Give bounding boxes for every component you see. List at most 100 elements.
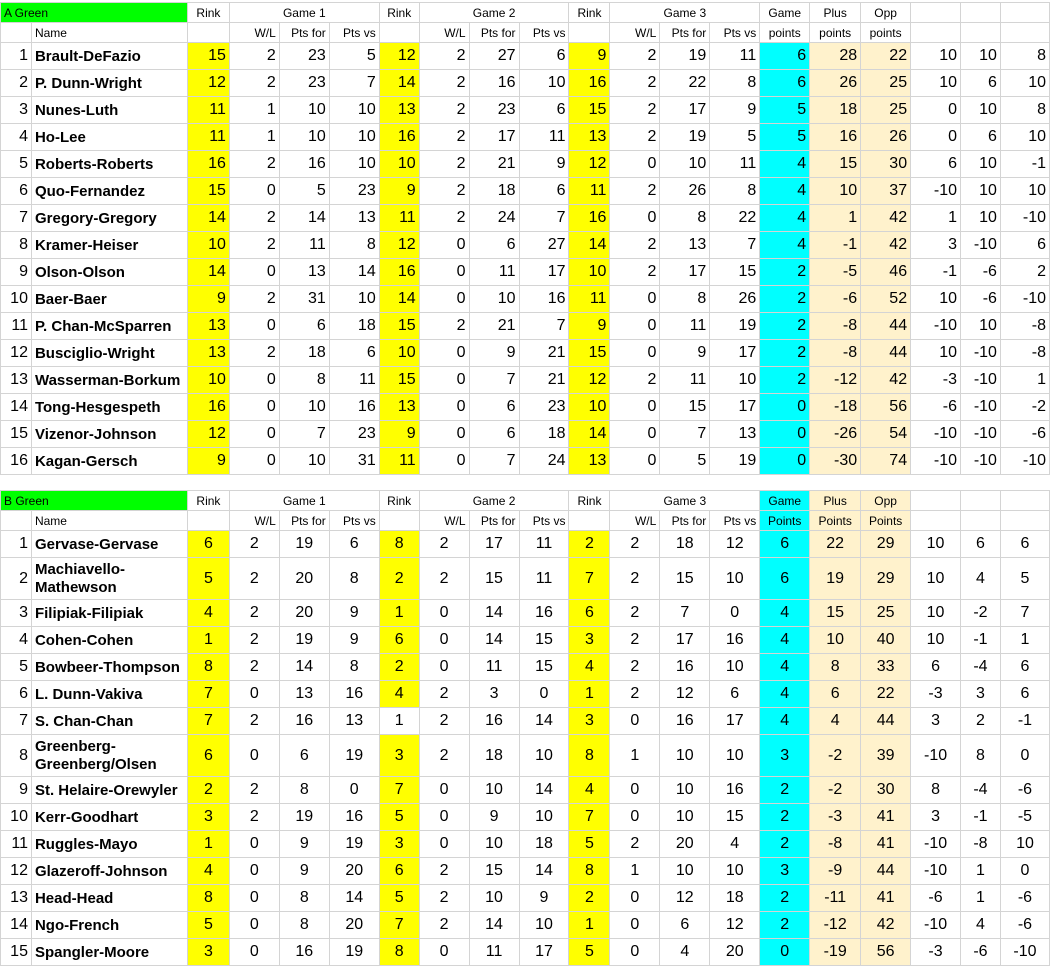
table-cell[interactable]: 2	[418, 884, 470, 912]
table-cell[interactable]: 0	[228, 420, 280, 448]
table-cell[interactable]: 6	[960, 530, 1001, 558]
row-number[interactable]: 15	[0, 420, 32, 448]
table-cell[interactable]: 16	[186, 393, 230, 421]
row-number[interactable]: 6	[0, 680, 32, 708]
table-cell[interactable]: 19	[278, 626, 330, 654]
team-name[interactable]: P. Chan-McSparren	[30, 312, 188, 340]
row-number[interactable]: 12	[0, 857, 32, 885]
table-cell[interactable]: 14	[378, 69, 420, 97]
table-cell[interactable]: 1	[960, 857, 1001, 885]
row-number[interactable]: 13	[0, 884, 32, 912]
table-cell[interactable]: 11	[328, 366, 380, 394]
table-cell[interactable]: -10	[910, 734, 961, 777]
team-name[interactable]: Bowbeer-Thompson	[30, 653, 188, 681]
table-cell[interactable]: 27	[518, 231, 570, 259]
table-cell[interactable]: 2	[609, 626, 661, 654]
team-name[interactable]: Olson-Olson	[30, 258, 188, 286]
table-cell[interactable]: 74	[860, 447, 912, 475]
table-cell[interactable]: -2	[960, 599, 1001, 627]
table-cell[interactable]: 0	[228, 911, 280, 939]
header-rink[interactable]: Rink	[378, 2, 420, 23]
table-cell[interactable]: 7	[186, 680, 230, 708]
table-cell[interactable]: 15	[568, 96, 611, 124]
team-name[interactable]: Ho-Lee	[30, 123, 188, 151]
header-game[interactable]: Game	[759, 2, 811, 23]
table-cell[interactable]: 0	[418, 447, 470, 475]
row-number[interactable]: 2	[0, 557, 32, 600]
table-cell[interactable]: 16	[328, 393, 380, 421]
table-cell[interactable]: 22	[860, 680, 912, 708]
table-cell[interactable]: 15	[518, 653, 570, 681]
table-cell[interactable]: 46	[860, 258, 912, 286]
table-cell[interactable]: -10	[910, 857, 961, 885]
table-cell[interactable]: 10	[328, 150, 380, 178]
table-cell[interactable]: 4	[759, 707, 811, 735]
table-cell[interactable]: 10	[910, 42, 961, 70]
header-subcol[interactable]: Pts vs	[709, 510, 761, 531]
table-cell[interactable]: 8	[709, 177, 761, 205]
table-cell[interactable]: 44	[860, 857, 912, 885]
table-cell[interactable]: 23	[468, 96, 520, 124]
header-game[interactable]: Game	[759, 490, 811, 511]
table-cell[interactable]: 6	[378, 857, 420, 885]
table-cell[interactable]: 0	[418, 830, 470, 858]
table-cell[interactable]: 8	[659, 285, 711, 313]
table-cell[interactable]: 0	[609, 204, 661, 232]
table-cell[interactable]: 19	[328, 734, 380, 777]
table-cell[interactable]: 0	[228, 734, 280, 777]
table-cell[interactable]: 10	[186, 231, 230, 259]
table-cell[interactable]: -6	[809, 285, 862, 313]
table-cell[interactable]: 2	[759, 803, 811, 831]
table-cell[interactable]: 10	[809, 626, 862, 654]
table-cell[interactable]: -2	[999, 393, 1050, 421]
header-rink[interactable]: Rink	[568, 2, 611, 23]
table-cell[interactable]: 18	[518, 420, 570, 448]
table-cell[interactable]: 12	[186, 69, 230, 97]
table-cell[interactable]: 22	[659, 69, 711, 97]
table-cell[interactable]: 10	[568, 393, 611, 421]
team-name[interactable]: Roberts-Roberts	[30, 150, 188, 178]
header-game-points[interactable]: Points	[759, 510, 811, 531]
table-cell[interactable]: 22	[709, 204, 761, 232]
table-cell[interactable]: 7	[186, 707, 230, 735]
table-cell[interactable]: 2	[228, 707, 280, 735]
team-name[interactable]: Machiavello-Mathewson	[30, 557, 188, 600]
table-cell[interactable]: 2	[609, 177, 661, 205]
table-cell[interactable]: 10	[960, 204, 1001, 232]
table-cell[interactable]: 13	[568, 123, 611, 151]
table-cell[interactable]: 23	[328, 420, 380, 448]
table-cell[interactable]: 0	[228, 938, 280, 966]
table-cell[interactable]: 10	[910, 69, 961, 97]
header-subcol[interactable]: Pts vs	[328, 510, 380, 531]
header-subcol[interactable]: Pts vs	[709, 22, 761, 43]
table-cell[interactable]: -6	[960, 258, 1001, 286]
table-cell[interactable]: 0	[228, 366, 280, 394]
table-cell[interactable]: -8	[809, 339, 862, 367]
table-cell[interactable]: -10	[910, 911, 961, 939]
table-cell[interactable]: 9	[328, 599, 380, 627]
table-cell[interactable]: 19	[278, 803, 330, 831]
table-cell[interactable]: 6	[378, 626, 420, 654]
table-cell[interactable]: 0	[228, 830, 280, 858]
table-cell[interactable]: -6	[960, 285, 1001, 313]
table-cell[interactable]: 3	[378, 830, 420, 858]
table-cell[interactable]: 56	[860, 938, 912, 966]
table-cell[interactable]: 15	[378, 312, 420, 340]
table-cell[interactable]: 8	[378, 938, 420, 966]
table-cell[interactable]: 8	[278, 366, 330, 394]
table-cell[interactable]: 14	[328, 884, 380, 912]
table-cell[interactable]: 6	[999, 231, 1050, 259]
table-cell[interactable]: 3	[378, 734, 420, 777]
table-cell[interactable]: 3	[910, 231, 961, 259]
table-cell[interactable]: -10	[999, 204, 1050, 232]
table-cell[interactable]: 2	[609, 557, 661, 600]
table-cell[interactable]: 1	[228, 96, 280, 124]
table-cell[interactable]: 0	[609, 884, 661, 912]
empty-cell[interactable]	[568, 22, 611, 43]
table-cell[interactable]: 7	[568, 557, 611, 600]
table-cell[interactable]: 4	[809, 707, 862, 735]
header-subcol[interactable]: W/L	[609, 22, 661, 43]
table-cell[interactable]: 11	[468, 938, 520, 966]
table-cell[interactable]: 10	[960, 177, 1001, 205]
table-cell[interactable]: 12	[659, 680, 711, 708]
